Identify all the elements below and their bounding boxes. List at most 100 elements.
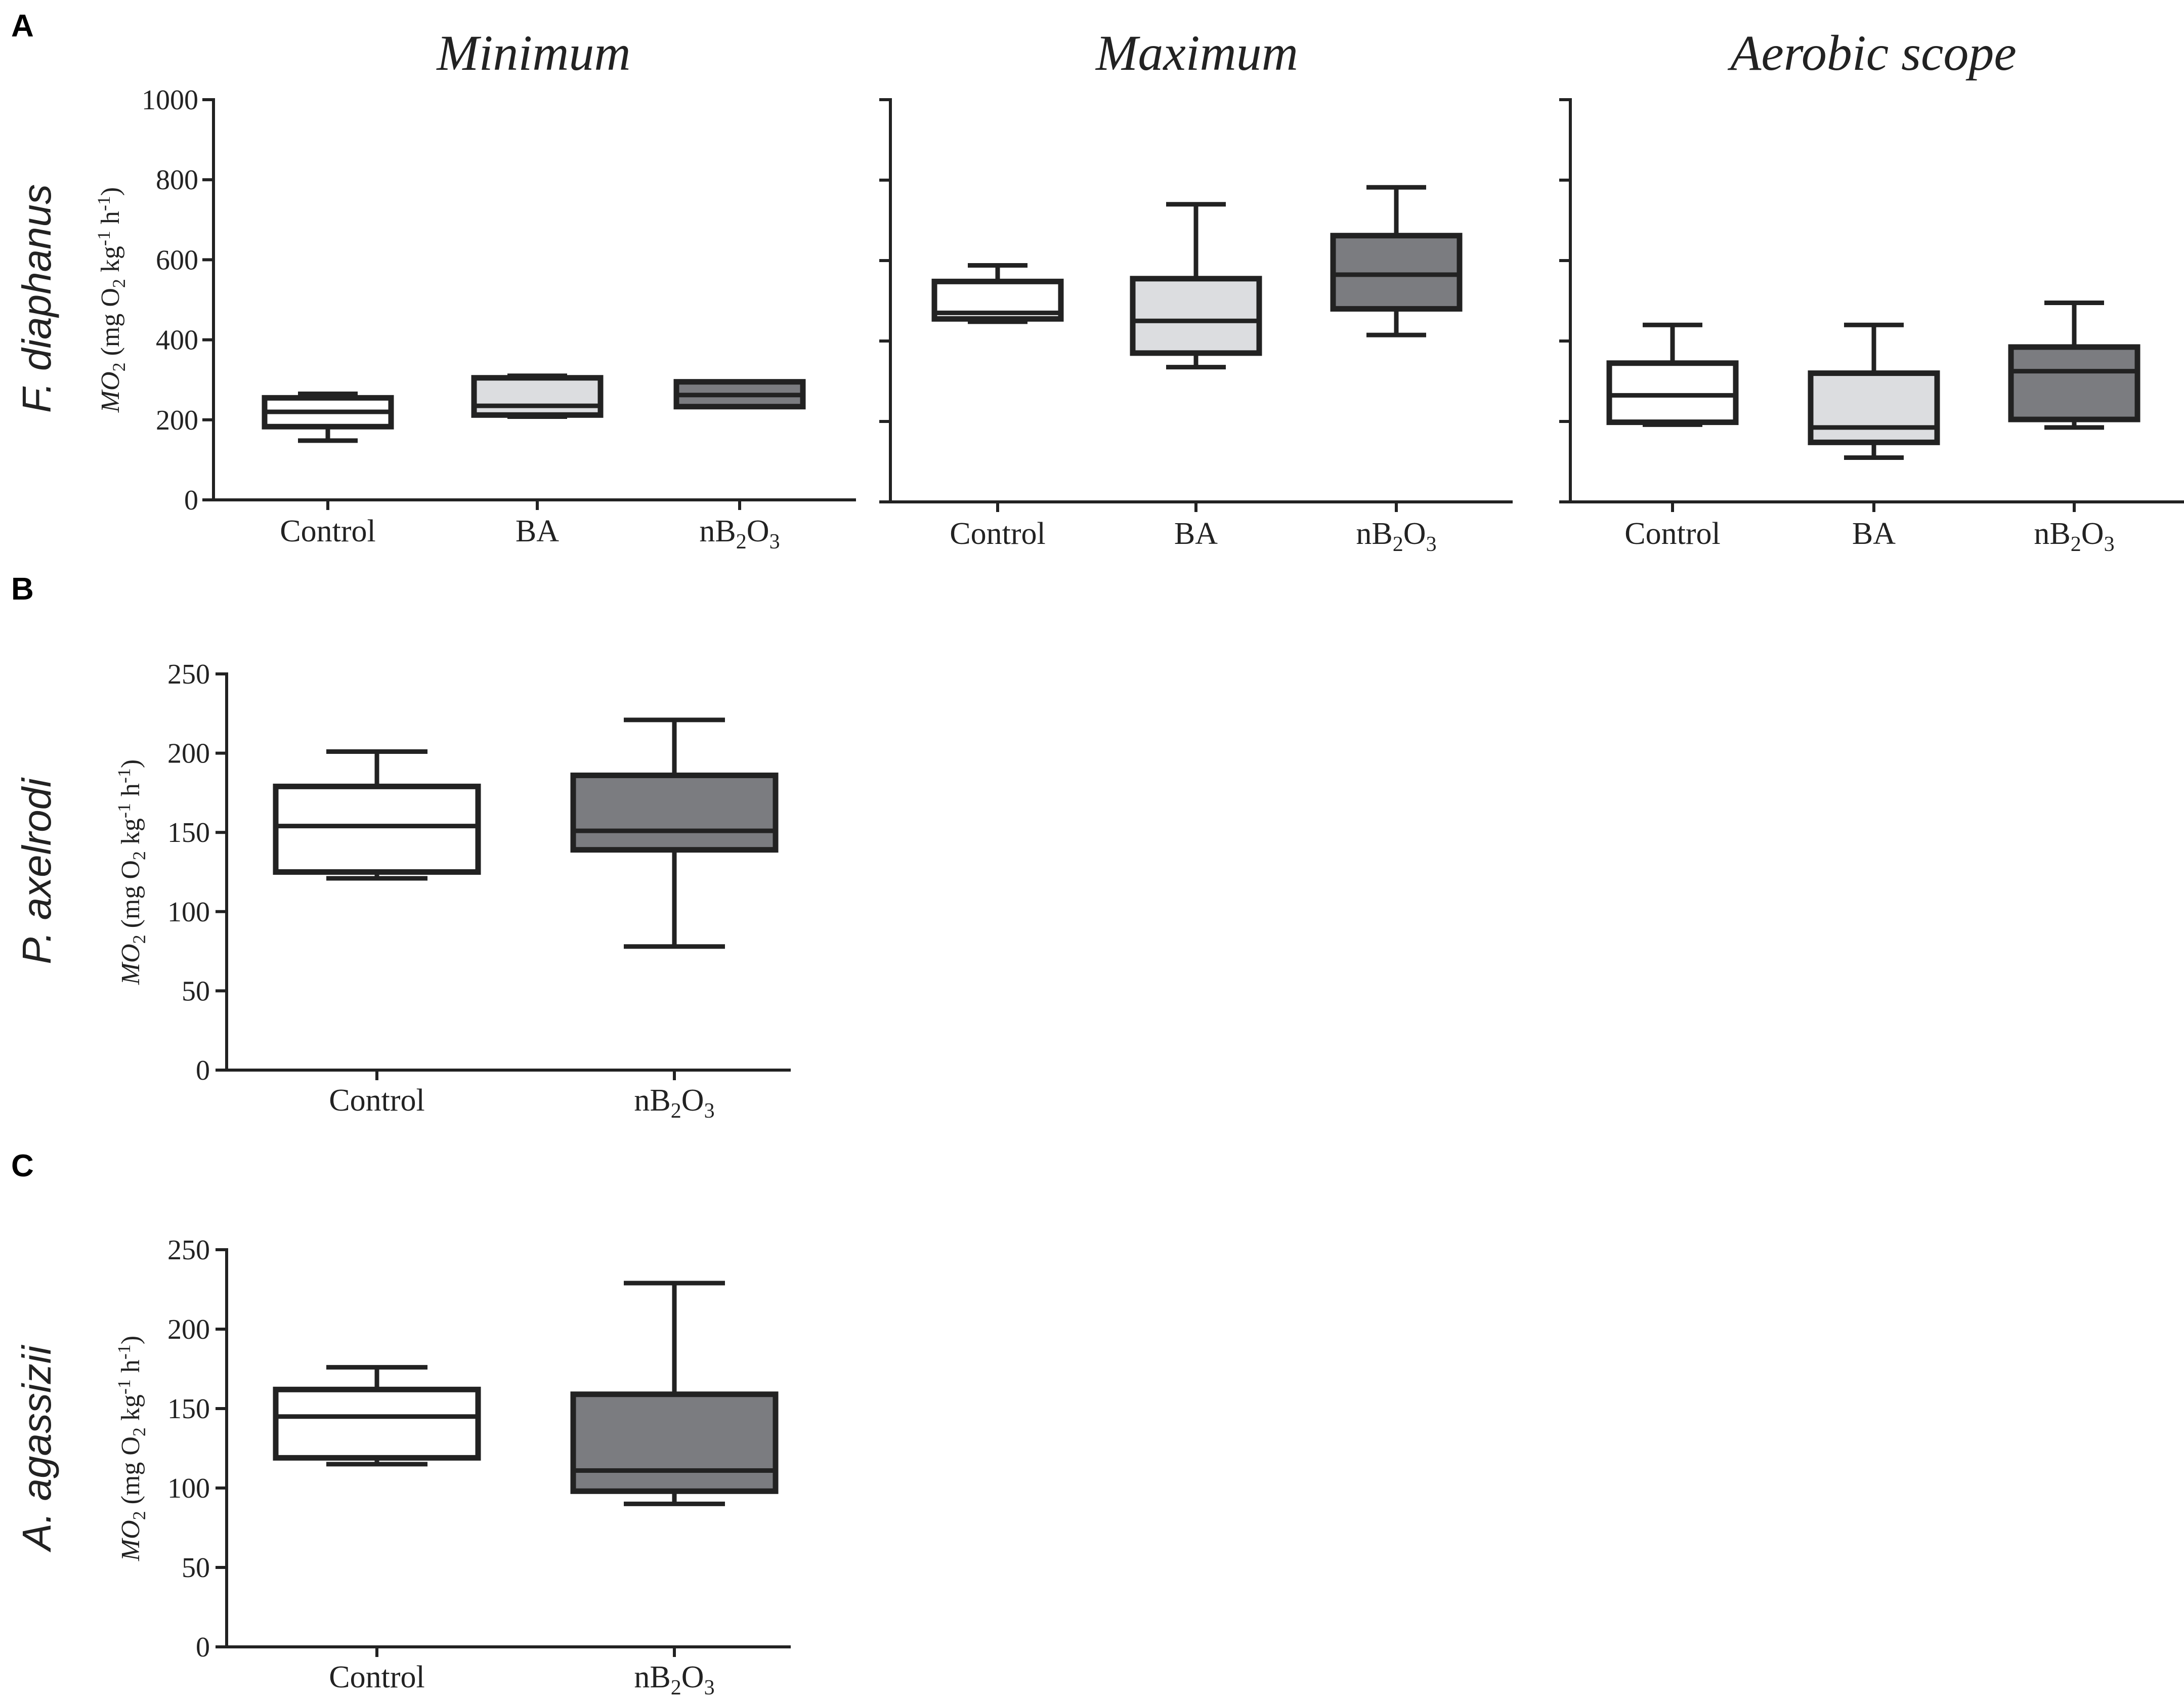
ylabel-part: kg — [116, 1394, 145, 1427]
box-ba: BA — [1130, 202, 1262, 551]
cat-subscript: 3 — [704, 1676, 715, 1699]
box-iqr — [2008, 344, 2140, 422]
y-tick-label: 0 — [196, 1055, 210, 1086]
cat-part: O — [681, 1083, 704, 1118]
cat-subscript: 3 — [769, 530, 780, 554]
y-tick-label: 600 — [156, 244, 198, 276]
cat-subscript: 2 — [671, 1099, 681, 1123]
ylabel-part: ) — [116, 759, 145, 768]
box-nb2o3: nB2O3 — [673, 379, 806, 554]
ylabel-sub: 2 — [129, 934, 149, 944]
y-tick-label: 100 — [167, 897, 210, 928]
ylabel-sub: 2 — [129, 1511, 149, 1520]
cat-subscript: 2 — [1393, 533, 1403, 556]
cat-subscript: 3 — [704, 1099, 715, 1123]
ylabel-part: h — [116, 1359, 145, 1379]
y-tick-label: 50 — [182, 975, 210, 1007]
box-nb2o3: nB2O3 — [570, 1281, 779, 1699]
cat-part: nB — [1356, 517, 1392, 551]
x-category-label: Control — [1624, 517, 1720, 551]
ylabel-sup: -1 — [114, 803, 134, 818]
ylabel-part: (mg O — [96, 288, 125, 362]
box-ba: BA — [471, 373, 604, 548]
ylabel-part: ) — [116, 1336, 145, 1344]
species-label-b: P. axelrodi — [14, 777, 59, 964]
box-iqr — [273, 1386, 481, 1461]
species-label-a: F. diaphanus — [14, 184, 59, 413]
box-iqr — [1330, 233, 1463, 312]
y-axis-label: MO2 (mg O2 kg-1 h-1) — [114, 759, 149, 986]
panel-letter-b: B — [11, 572, 34, 607]
ylabel-part: h — [116, 783, 145, 803]
y-tick-label: 1000 — [142, 84, 198, 116]
ylabel-part: h — [96, 211, 125, 231]
species-label-c: A. agassizii — [14, 1344, 59, 1552]
x-category-label: Control — [329, 1083, 424, 1118]
x-category-label: nB2O3 — [699, 514, 780, 554]
chart-subtitle: Maximum — [1095, 25, 1298, 81]
ylabel-sup: -1 — [114, 1379, 134, 1394]
ylabel-mo: MO — [116, 944, 145, 985]
box-control: Control — [931, 263, 1064, 551]
box-iqr — [471, 375, 604, 418]
y-tick-label: 200 — [156, 405, 198, 436]
box-iqr — [1130, 276, 1262, 356]
x-category-label: nB2O3 — [634, 1083, 714, 1123]
y-tick-label: 800 — [156, 164, 198, 196]
ylabel-sup: -1 — [94, 231, 114, 246]
x-category-label: BA — [516, 514, 559, 548]
chart-subtitle: Minimum — [436, 25, 630, 81]
chart-0: Minimum 0 200 400 600 800 1000 MO2 (mg O2 kg-1 … — [94, 25, 856, 554]
box-ba: BA — [1808, 322, 1940, 551]
x-category-label: Control — [329, 1660, 424, 1694]
chart-2: Aerobic scope Control BA nB2O3 — [1559, 25, 2184, 556]
y-tick-label: 150 — [167, 1393, 210, 1425]
cat-subscript: 3 — [2104, 533, 2115, 556]
x-category-label: BA — [1852, 517, 1896, 551]
x-category-label: nB2O3 — [1356, 517, 1436, 556]
ylabel-part: kg — [96, 246, 125, 279]
box-nb2o3: nB2O3 — [2008, 300, 2140, 556]
panel-letter-a: A — [11, 9, 34, 44]
ylabel-sub: 2 — [109, 279, 129, 288]
ylabel-sub: 2 — [129, 851, 149, 860]
cat-subscript: 2 — [671, 1676, 681, 1699]
ylabel-sub: 2 — [129, 1427, 149, 1436]
box-control: Control — [273, 749, 481, 1118]
ylabel-sup: -1 — [114, 1344, 134, 1359]
box-control: Control — [273, 1365, 481, 1694]
y-tick-label: 0 — [196, 1632, 210, 1663]
chart-1: Maximum Control BA nB2O3 — [879, 25, 1513, 556]
box-nb2o3: nB2O3 — [1330, 185, 1463, 556]
cat-part: O — [681, 1660, 704, 1694]
cat-part: nB — [2034, 517, 2070, 551]
cat-part: O — [2081, 517, 2104, 551]
y-tick-label: 50 — [182, 1552, 210, 1584]
box-nb2o3: nB2O3 — [570, 717, 779, 1123]
cat-part: nB — [699, 514, 736, 548]
ylabel-part: (mg O — [116, 1436, 145, 1511]
chart-subtitle: Aerobic scope — [1727, 25, 2017, 81]
cat-part: O — [747, 514, 769, 548]
x-category-label: nB2O3 — [2034, 517, 2114, 556]
box-iqr — [273, 783, 481, 875]
ylabel-sub: 2 — [109, 362, 129, 371]
y-tick-label: 250 — [167, 659, 210, 690]
x-category-label: nB2O3 — [634, 1660, 714, 1699]
ylabel-part: ) — [96, 187, 125, 196]
box-control: Control — [262, 391, 394, 548]
box-iqr — [1606, 360, 1739, 426]
x-category-label: Control — [950, 517, 1045, 551]
cat-part: nB — [634, 1660, 670, 1694]
y-tick-label: 0 — [184, 485, 198, 516]
ylabel-mo: MO — [116, 1520, 145, 1561]
ylabel-mo: MO — [96, 371, 125, 413]
ylabel-part: kg — [116, 818, 145, 851]
y-tick-label: 250 — [167, 1235, 210, 1266]
box-iqr — [570, 772, 779, 853]
y-axis-label: MO2 (mg O2 kg-1 h-1) — [94, 187, 129, 413]
cat-part: O — [1403, 517, 1426, 551]
